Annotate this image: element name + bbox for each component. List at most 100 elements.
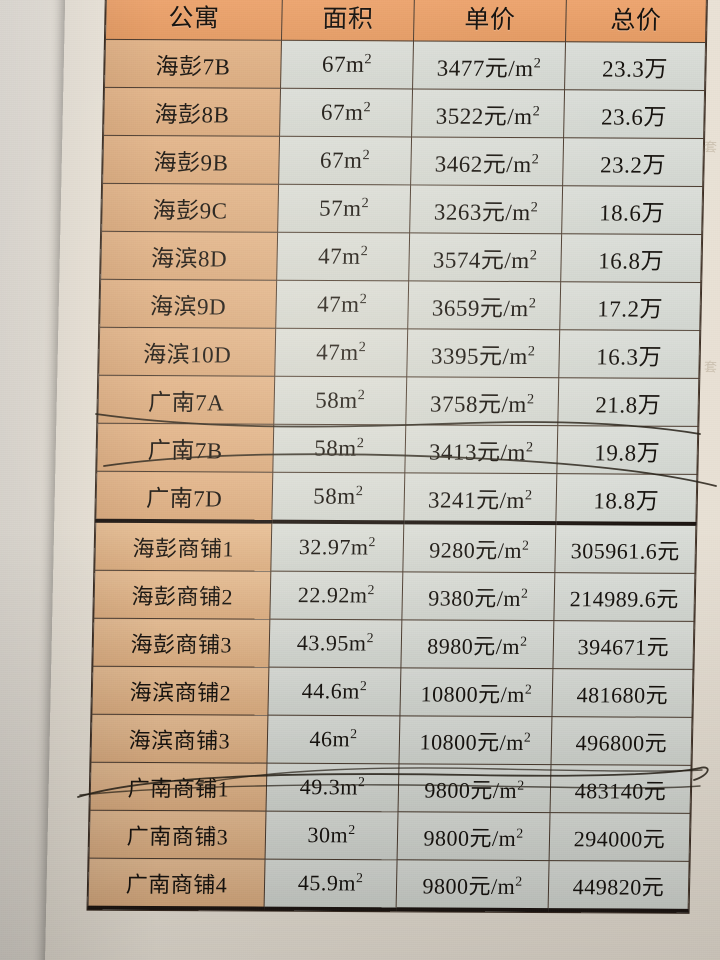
row-area-cell: 32.97m2 [270,521,404,572]
row-area-cell: 58m2 [271,472,405,523]
header-row: 公寓 面积 单价 总价 [105,0,707,43]
row-unit-price-cell: 3413元/m2 [404,424,558,474]
row-name-cell: 海彭商铺1 [94,520,272,572]
row-unit-price-cell: 9800元/m2 [398,763,552,813]
page-edge-text-bottom: 套 [700,359,717,377]
row-area-cell: 67m2 [280,40,414,89]
row-name-cell: 广南商铺3 [89,810,267,860]
row-area-cell: 67m2 [278,136,412,185]
table-row: 海滨8D 47m2 3574元/m2 16.8万 [100,231,702,283]
column-header-unit-price: 单价 [413,0,567,42]
table-row: 广南7A 58m2 3758元/m2 21.8万 [97,375,699,427]
table-row: 海彭7B 67m2 3477元/m2 23.3万 [104,39,706,91]
page-edge-text-top: 套 [700,139,717,157]
row-total-price-cell: 294000元 [549,812,691,862]
table-row: 海滨商铺2 44.6m2 10800元/m2 481680元 [91,666,693,718]
table-row: 广南7D 58m2 3241元/m2 18.8万 [95,471,697,524]
row-unit-price-cell: 8980元/m2 [400,619,554,669]
row-name-cell: 广南商铺1 [89,762,267,812]
row-total-price-cell: 21.8万 [557,377,699,427]
row-area-cell: 67m2 [279,88,413,137]
row-area-cell: 47m2 [276,232,410,281]
column-header-name: 公寓 [105,0,283,41]
price-table-container: 公寓 面积 单价 总价 海彭7B 67m2 3477元/m2 23.3万 海彭8B 67m… [87,0,707,913]
column-header-total: 总价 [565,0,707,43]
row-name-cell: 海彭9C [101,183,279,233]
row-total-price-cell: 16.3万 [558,329,700,379]
row-area-cell: 49.3m2 [266,763,399,812]
row-total-price-cell: 449820元 [548,860,690,911]
table-header: 公寓 面积 单价 总价 [105,0,707,43]
row-name-cell: 海滨商铺2 [91,666,269,716]
table-row: 海滨9D 47m2 3659元/m2 17.2万 [99,279,701,331]
row-area-cell: 47m2 [275,280,409,329]
row-name-cell: 广南7B [96,423,274,473]
row-area-cell: 47m2 [274,328,408,377]
row-total-price-cell: 16.8万 [560,233,702,283]
row-area-cell: 58m2 [273,376,407,425]
row-unit-price-cell: 3395元/m2 [406,328,560,378]
row-unit-price-cell: 3462元/m2 [410,136,564,186]
row-total-price-cell: 23.6万 [563,89,705,139]
row-name-cell: 海彭商铺3 [92,618,270,668]
row-name-cell: 广南7D [95,471,273,522]
row-unit-price-cell: 3522元/m2 [411,88,565,138]
table-row: 广南商铺4 45.9m2 9800元/m2 449820元 [88,858,690,911]
table-row: 海彭9B 67m2 3462元/m2 23.2万 [102,135,704,187]
row-unit-price-cell: 3574元/m2 [408,232,562,282]
row-unit-price-cell: 10800元/m2 [398,715,552,765]
row-area-cell: 43.95m2 [268,619,402,668]
row-unit-price-cell: 3263元/m2 [409,184,563,234]
row-total-price-cell: 18.8万 [555,473,697,524]
table-row: 海彭商铺2 22.92m2 9380元/m2 214989.6元 [93,570,695,622]
table-row: 海滨商铺3 46m2 10800元/m2 496800元 [90,714,692,766]
row-unit-price-cell: 9380元/m2 [401,571,555,621]
row-unit-price-cell: 9280元/m2 [402,522,556,573]
row-name-cell: 海彭7B [104,39,282,89]
row-total-price-cell: 305961.6元 [554,523,696,574]
row-area-cell: 44.6m2 [267,667,401,716]
row-name-cell: 广南商铺4 [88,858,266,909]
table-body: 海彭7B 67m2 3477元/m2 23.3万 海彭8B 67m2 3522元/m2 23.… [88,39,706,911]
row-unit-price-cell: 3659元/m2 [407,280,561,330]
row-area-cell: 45.9m2 [264,859,398,910]
column-header-area: 面积 [281,0,415,41]
row-total-price-cell: 23.2万 [562,137,704,187]
table-row: 海彭商铺3 43.95m2 8980元/m2 394671元 [92,618,694,670]
row-name-cell: 海滨10D [98,327,276,377]
row-unit-price-cell: 3241元/m2 [403,472,557,524]
row-total-price-cell: 394671元 [552,620,694,670]
price-table: 公寓 面积 单价 总价 海彭7B 67m2 3477元/m2 23.3万 海彭8B 67m… [87,0,707,913]
row-name-cell: 广南7A [97,375,275,425]
row-total-price-cell: 481680元 [551,668,693,718]
row-unit-price-cell: 9800元/m2 [397,811,551,861]
row-total-price-cell: 483140元 [550,764,692,814]
row-name-cell: 海彭商铺2 [93,570,271,620]
table-row: 广南商铺1 49.3m2 9800元/m2 483140元 [89,762,692,814]
table-row: 广南商铺3 30m2 9800元/m2 294000元 [89,810,691,862]
row-total-price-cell: 17.2万 [559,281,701,331]
table-row: 海滨10D 47m2 3395元/m2 16.3万 [98,327,700,379]
row-total-price-cell: 214989.6元 [553,572,695,622]
table-row: 海彭9C 57m2 3263元/m2 18.6万 [101,183,703,235]
row-name-cell: 海彭9B [102,135,280,185]
table-row: 广南7B 58m2 3413元/m2 19.8万 [96,423,698,475]
table-row: 海彭8B 67m2 3522元/m2 23.6万 [103,87,705,139]
row-total-price-cell: 19.8万 [556,425,698,475]
row-area-cell: 22.92m2 [269,571,403,620]
row-area-cell: 58m2 [272,424,406,473]
row-total-price-cell: 18.6万 [561,185,703,235]
row-name-cell: 海滨8D [100,231,278,281]
row-name-cell: 海彭8B [103,87,281,137]
row-name-cell: 海滨9D [99,279,277,329]
row-total-price-cell: 496800元 [551,716,692,766]
table-row: 海彭商铺1 32.97m2 9280元/m2 305961.6元 [94,520,696,574]
row-area-cell: 30m2 [265,811,399,860]
row-total-price-cell: 23.3万 [564,41,706,91]
row-area-cell: 57m2 [277,184,411,233]
row-unit-price-cell: 10800元/m2 [399,667,553,717]
row-unit-price-cell: 3758元/m2 [405,376,559,426]
row-unit-price-cell: 3477元/m2 [412,40,566,90]
row-name-cell: 海滨商铺3 [90,714,268,764]
